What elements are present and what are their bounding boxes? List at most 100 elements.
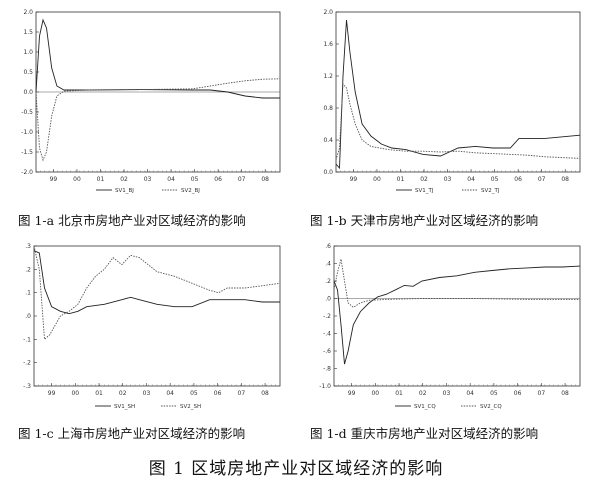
x-tick-label: 04: [466, 390, 474, 397]
series-line-sv1-bj: [35, 18, 280, 99]
y-tick-label: .2: [25, 266, 31, 273]
legend: SV1_CQ SV2_CQ: [395, 404, 502, 410]
legend-label: SV1_CQ: [414, 404, 436, 410]
y-tick-label: 1.2: [323, 73, 333, 80]
x-tick-label: 04: [166, 390, 174, 397]
x-tick-label: 05: [190, 390, 198, 397]
legend: SV1_TJ SV2_TJ: [396, 188, 500, 194]
x-tick-label: 99: [350, 176, 358, 183]
x-tick-label: 01: [397, 176, 405, 183]
legend-label: SV1_SH: [114, 404, 135, 410]
y-tick-label: 0.0: [23, 89, 33, 96]
chart-svg-a: 2.0 1.5 1.0 0.5 0.0 -0.5 -1.0 -1.5 -2.0 99 00 01 02 0…: [21, 9, 281, 194]
y-tick-label: .0: [25, 313, 31, 320]
x-tick-label: 07: [538, 176, 546, 183]
series-line-sv1-sh: [33, 250, 280, 315]
x-tick-label: 07: [538, 390, 546, 397]
caption-b: 图 1-b 天津市房地产业对区域经济的影响: [310, 213, 539, 228]
x-tick-label: 02: [420, 176, 428, 183]
x-tick-label: 01: [95, 390, 103, 397]
y-tick-label: 1.5: [23, 29, 33, 36]
y-tick-label: -1.0: [319, 383, 331, 390]
y-tick-label: -.1: [23, 336, 31, 343]
x-tick-label: 08: [261, 390, 269, 397]
x-tick-label: 00: [71, 390, 79, 397]
series-line-sv2-tj: [335, 82, 581, 161]
x-tick-label: 06: [214, 390, 222, 397]
legend-label: SV1_BJ: [115, 188, 134, 194]
y-tick-label: -.4: [323, 331, 331, 338]
caption-a: 图 1-a 北京市房地产业对区域经济的影响: [18, 213, 246, 228]
x-tick-label: 03: [444, 176, 452, 183]
x-tick-label: 03: [144, 176, 152, 183]
legend-label: SV2_BJ: [181, 188, 200, 194]
y-tick-label: .6: [325, 243, 331, 250]
legend: SV1_SH SV2_SH: [95, 404, 201, 410]
y-tick-label: .0: [325, 296, 331, 303]
x-tick-label: 05: [491, 176, 499, 183]
x-tick-label: 04: [167, 176, 175, 183]
x-tick-label: 01: [395, 390, 403, 397]
y-tick-label: 0.0: [323, 169, 333, 176]
figure-caption: 图 1 区域房地产业对区域经济的影响: [148, 459, 444, 479]
x-tick-label: 99: [348, 390, 356, 397]
y-tick-label: 0.4: [323, 137, 333, 144]
x-tick-label: 07: [238, 390, 246, 397]
legend: SV1_BJ SV2_BJ: [96, 188, 200, 194]
series-line-sv2-sh: [33, 245, 281, 341]
caption-c: 图 1-c 上海市房地产业对区域经济的影响: [18, 426, 246, 441]
x-tick-label: 02: [119, 390, 127, 397]
chart-panel-c: .3 .2 .1 .0 -.1 -.2 -.3 99 00 01 02 03 04 05 06 07 08 SV1…: [4, 240, 288, 420]
caption-d: 图 1-d 重庆市房地产业对区域经济的影响: [310, 426, 539, 441]
x-tick-label: 00: [373, 176, 381, 183]
series-line-sv2-cq: [333, 258, 580, 308]
x-tick-label: 03: [143, 390, 151, 397]
y-tick-label: -1.0: [21, 129, 33, 136]
x-tick-label: 06: [514, 176, 522, 183]
chart-svg-d: .6 .4 .2 .0 -.2 -.4 -.6 -.8 -1.0 99 00 01 02 03 04 05 06…: [319, 243, 581, 410]
legend-label: SV2_CQ: [480, 404, 502, 410]
y-tick-label: -2.0: [21, 169, 33, 176]
x-tick-label: 99: [50, 176, 58, 183]
series-line-sv2-bj: [35, 78, 281, 162]
y-tick-label: -.3: [23, 383, 31, 390]
plot-area: [33, 245, 281, 387]
legend-label: SV1_TJ: [415, 188, 434, 194]
legend-label: SV2_SH: [180, 404, 201, 410]
x-tick-label: 02: [120, 176, 128, 183]
y-tick-label: -.8: [323, 366, 331, 373]
x-tick-label: 99: [48, 390, 56, 397]
y-tick-label: 1.6: [323, 41, 333, 48]
y-tick-label: 0.8: [323, 105, 333, 112]
chart-panel-d: .6 .4 .2 .0 -.2 -.4 -.6 -.8 -1.0 99 00 01 02 03 04 05 06…: [304, 240, 588, 420]
x-tick-label: 06: [514, 390, 522, 397]
series-line-sv1-cq: [333, 265, 581, 365]
y-tick-label: 0.5: [23, 69, 33, 76]
x-tick-label: 00: [73, 176, 81, 183]
y-tick-label: 2.0: [23, 9, 33, 16]
x-tick-label: 07: [238, 176, 246, 183]
y-tick-label: .2: [325, 278, 331, 285]
x-tick-label: 00: [371, 390, 379, 397]
y-tick-label: -1.5: [21, 149, 33, 156]
y-tick-label: 2.0: [323, 9, 333, 16]
y-tick-label: -0.5: [21, 109, 33, 116]
x-tick-label: 05: [490, 390, 498, 397]
x-tick-label: 08: [261, 176, 269, 183]
chart-svg-c: .3 .2 .1 .0 -.1 -.2 -.3 99 00 01 02 03 04 05 06 07 08 SV1…: [23, 243, 281, 410]
x-tick-label: 03: [443, 390, 451, 397]
x-tick-label: 08: [561, 390, 569, 397]
x-tick-label: 06: [214, 176, 222, 183]
y-tick-label: 1.0: [23, 49, 33, 56]
chart-svg-b: 2.0 1.6 1.2 0.8 0.4 0.0 99 00 01 02 03 04 05 06 07 08 SV…: [323, 9, 581, 194]
y-tick-label: -.2: [323, 313, 331, 320]
series-line-sv1-tj: [335, 19, 581, 170]
y-tick-label: -.6: [323, 348, 331, 355]
y-tick-label: .3: [25, 243, 31, 250]
x-tick-label: 05: [191, 176, 199, 183]
legend-label: SV2_TJ: [481, 188, 500, 194]
chart-panel-a: 2.0 1.5 1.0 0.5 0.0 -0.5 -1.0 -1.5 -2.0 99 00 01 02 0…: [4, 6, 288, 202]
x-tick-label: 01: [97, 176, 105, 183]
x-tick-label: 04: [467, 176, 475, 183]
y-tick-label: .4: [325, 261, 331, 268]
